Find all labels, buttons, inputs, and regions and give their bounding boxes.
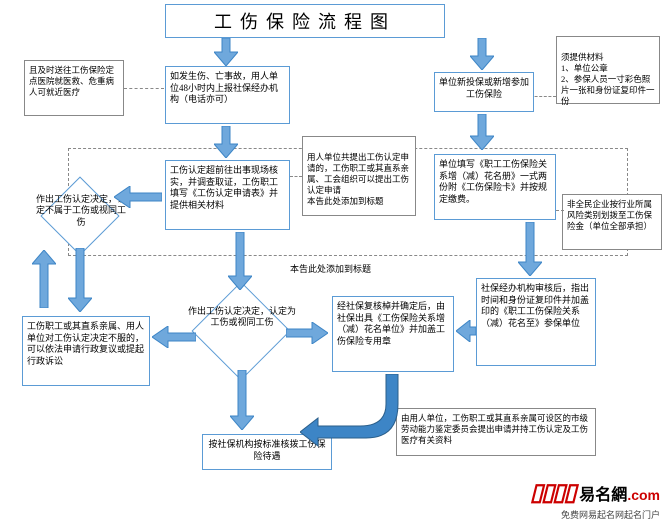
arrow-b3-dleft xyxy=(114,186,162,208)
note-n3: 用人单位共提出工伤认定申请的，工伤职工或其直系亲属、工会组织可以提出工伤认定申请… xyxy=(302,136,416,216)
watermark-suffix: .com xyxy=(627,487,660,503)
box-b10: 工伤职工或其直系亲属、用人单位对工伤认定决定不服的，可以依法申请行政复议或提起行… xyxy=(22,316,150,386)
connector-n1 xyxy=(124,88,164,89)
box-b2: 如发生伤、亡事故，用人单位48小时内上报社保经办机构（电话亦可） xyxy=(165,66,290,124)
watermark-sub: 免费网易起名网起名门户 xyxy=(561,508,660,521)
arrow-b6-b10 xyxy=(152,326,196,348)
arrow-title-b4 xyxy=(470,38,494,70)
note-n2: 须提供材料 1、单位公章 2、参保人员一寸彩色照片一张和身份证复印件一份 xyxy=(556,36,660,104)
box-b8: 社保经办机构审核后，指出时间和身份证复印件并加盖印的《职工工伤保险关系（减）花名… xyxy=(476,278,596,366)
box-b3: 工伤认定超前往出事现场核实，并调查取证，工伤职工填写《工伤认定申请表》并提供相关… xyxy=(165,160,290,230)
arrow-b6-b9 xyxy=(230,370,254,430)
note-n5: 由用人单位，工伤职工或其直系亲属可设区的市级劳动能力鉴定委员会提出申请并持工伤认… xyxy=(396,408,596,456)
diamond-b6 xyxy=(192,282,291,381)
title-text: 工伤保险流程图 xyxy=(214,12,396,32)
watermark: ▯▯▯▯ 易名網.com xyxy=(530,478,660,507)
box-b5: 单位填写《职工工伤保险关系增（减）花名册》一式两份附《工伤保险卡》并按规定缴费。 xyxy=(434,154,556,220)
connector-n3 xyxy=(290,176,302,177)
arrow-b8-b7 xyxy=(456,320,476,342)
connector-n4 xyxy=(556,210,564,211)
arrow-title-b2 xyxy=(214,38,238,66)
arrow-b6-b7 xyxy=(286,322,328,344)
arrow-b2-b3 xyxy=(214,126,238,158)
box-b7: 经社保复核棹并确定后，由社保出具《工伤保险关系增（减）花名单位》并加盖工伤保险专… xyxy=(332,296,454,372)
box-b4: 单位新投保或新增参加工伤保险 xyxy=(434,72,534,112)
diamond-b6-text: 作出工伤认定决定，认定为工伤或视同工伤 xyxy=(186,306,298,329)
arrow-b7-b9 xyxy=(300,374,400,450)
watermark-brand: 易名網 xyxy=(579,487,627,504)
arrow-b10-dleft-up xyxy=(32,250,56,308)
arrow-b3-b6 xyxy=(228,232,252,290)
arrow-dleft-down xyxy=(68,248,92,312)
note-n1: 且及时送往工伤保险定点医院就医救、危重病人可就近医疗 xyxy=(24,60,124,116)
diamond-left-text: 作出工伤认定决定，认定不属于工伤或视同工伤 xyxy=(36,194,126,228)
note-n4: 非全民企业按行业所属风险类别划拨至工伤保险金（单位全部承担） xyxy=(562,194,662,250)
title-box: 工伤保险流程图 xyxy=(165,4,445,38)
arrow-b4-b5 xyxy=(470,114,494,150)
arrow-b5-b8 xyxy=(518,222,542,276)
caption-text: 本告此处添加到标题 xyxy=(290,262,371,275)
